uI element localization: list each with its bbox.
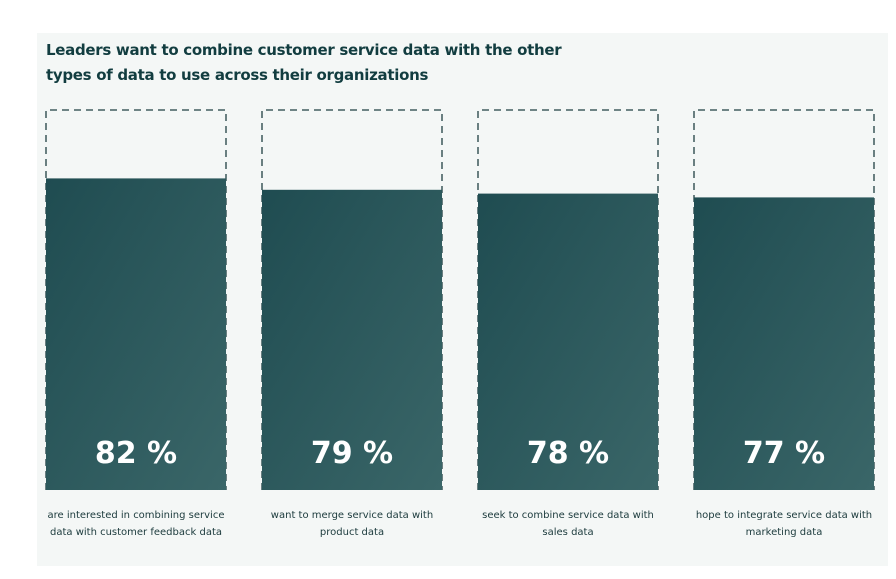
bar-caption-1: want to merge service data with product …	[270, 510, 434, 538]
bar-2	[478, 193, 658, 490]
chart-title: Leaders want to combine customer service…	[46, 41, 562, 84]
bar-caption-2: seek to combine service data with sales …	[482, 510, 654, 538]
bar-caption-0: are interested in combining service data…	[47, 510, 225, 538]
bar-value-label-3: 77 %	[743, 436, 825, 471]
bar-1	[262, 189, 442, 491]
bar-value-label-2: 78 %	[527, 436, 609, 471]
bar-value-label-0: 82 %	[95, 436, 177, 471]
bar-3	[694, 197, 874, 490]
bar-caption-3: hope to integrate service data with mark…	[695, 510, 873, 538]
bar-0	[46, 178, 226, 490]
bar-value-label-1: 79 %	[311, 436, 393, 471]
